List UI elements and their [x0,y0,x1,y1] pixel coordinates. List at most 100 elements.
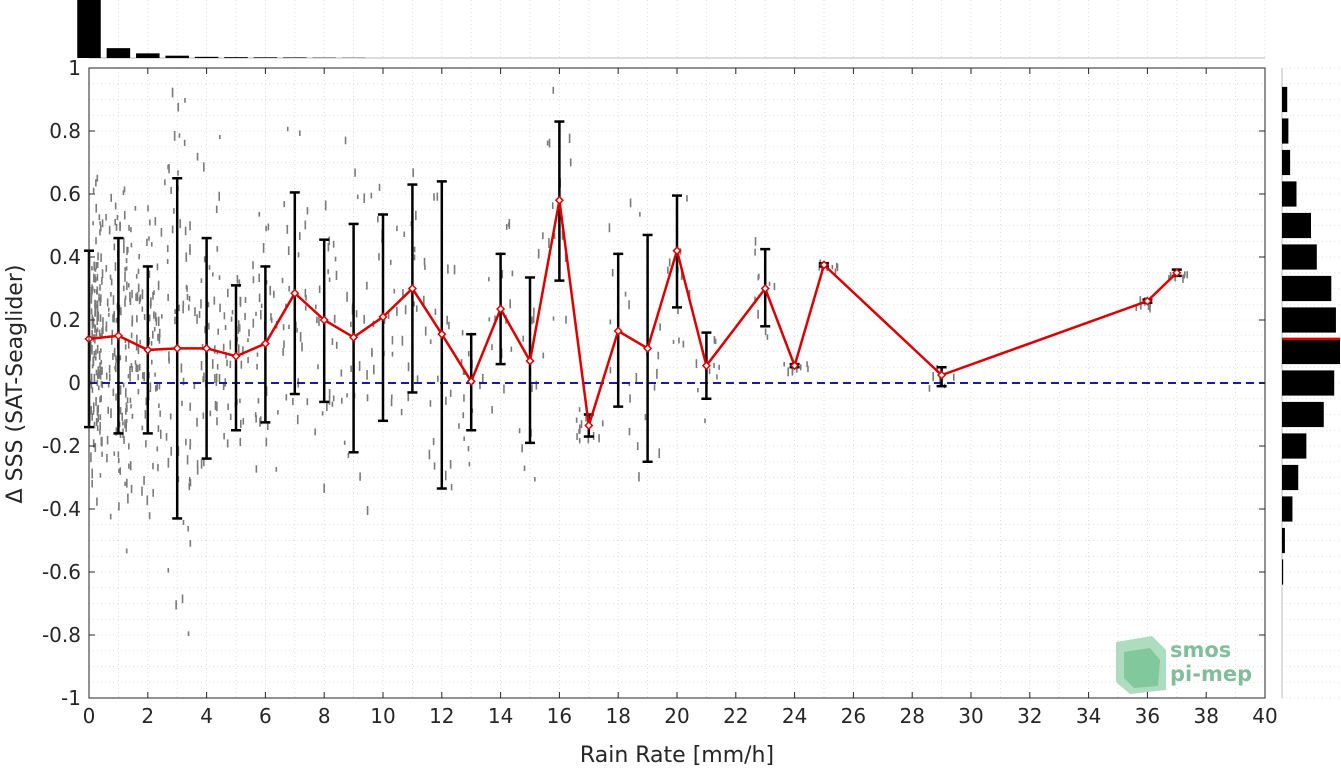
scatter-point [93,379,96,384]
right-hist-bar [1282,338,1340,365]
scatter-point [304,288,307,298]
scatter-point [119,467,122,475]
scatter-point [429,339,432,345]
x-tick-label: 12 [429,704,454,728]
scatter-point [141,306,144,312]
scatter-point [99,284,101,291]
scatter-point [436,192,439,201]
scatter-point [444,470,447,481]
scatter-point [95,396,97,407]
scatter-point [92,187,95,194]
scatter-point [143,314,146,320]
scatter-point [95,261,97,270]
scatter-point [114,262,117,271]
y-tick-label: -0.6 [42,560,81,584]
y-axis-ticks: 1 0.8 0.6 0.4 0.2 0 -0.2 -0.4 -0.6 -0.8 -1 [42,56,1265,710]
scatter-point [522,335,525,342]
scatter-point [757,274,760,281]
scatter-point [151,330,154,339]
scatter-point [335,270,338,280]
scatter-point [129,365,131,375]
mean-point [260,339,270,349]
mean-series-line [88,200,1178,426]
right-histogram [1281,67,1340,699]
scatter-point [160,227,163,237]
scatter-point [196,460,199,469]
scatter-point [179,219,181,229]
scatter-point [424,326,427,336]
scatter-point [159,410,161,417]
scatter-point [175,600,177,610]
scatter-point [306,398,309,406]
scatter-point [463,436,465,441]
scatter-point [158,403,160,408]
scatter-point [423,257,426,266]
scatter-point [328,277,331,282]
scatter-point [148,236,150,241]
scatter-point [196,152,199,161]
scatter-point [113,311,116,317]
scatter-point [304,220,307,230]
scatter-point [370,192,373,199]
top-hist-bar [194,56,219,58]
x-tick-label: 40 [1252,704,1277,728]
scatter-point [181,400,183,407]
mean-point [1172,268,1182,278]
scatter-point [1183,271,1186,277]
scatter-point [188,476,191,483]
x-tick-label: 2 [141,704,154,728]
scatter-point [396,306,398,316]
scatter-point [521,444,523,453]
right-hist-bar [1282,149,1291,176]
y-tick-label: -1 [61,686,81,710]
scatter-point [189,402,192,411]
scatter-point [229,360,232,369]
mean-point [290,288,300,298]
scatter-point [158,334,161,344]
scatter-point [150,341,153,346]
scatter-point [93,350,96,359]
scatter-point [115,427,118,436]
scatter-point [216,417,218,426]
scatter-point [510,346,513,352]
scatter-point [270,313,272,321]
scatter-point [97,413,100,423]
scatter-point [371,348,373,356]
scatter-point [112,388,115,397]
scatter-point [98,385,100,391]
scatter-point [704,418,706,424]
scatter-point [335,341,338,349]
scatter-point [180,363,183,373]
scatter-point [90,406,92,415]
scatter-point [131,413,134,419]
scatter-point [216,246,219,252]
mean-point [937,370,947,380]
scatter-point [327,243,330,252]
scatter-point [153,290,155,295]
scatter-point [237,325,240,334]
scatter-point [110,193,112,202]
scatter-point [126,478,128,488]
scatter-point [96,327,99,333]
scatter-point [208,265,211,270]
scatter-point [171,87,174,98]
scatter-point [99,221,101,226]
mean-point [496,304,506,314]
scatter-point [207,301,210,308]
scatter-point [611,268,614,277]
scatter-point [628,300,630,310]
scatter-point [99,396,101,403]
scatter-point [118,468,120,473]
scatter-point [200,278,203,283]
scatter-point [150,359,153,365]
scatter-point [182,305,184,314]
scatter-point [511,270,514,277]
scatter-point [130,363,133,369]
scatter-point [391,351,394,357]
x-axis-ticks: 0 2 4 6 8 10 12 14 16 18 20 22 24 26 28 30 32 34 36 38 40 [83,68,1278,728]
scatter-point [114,218,117,226]
right-hist-bar [1282,370,1335,396]
scatter-point [189,444,191,450]
scatter-point [531,316,533,325]
mean-point [790,361,800,371]
